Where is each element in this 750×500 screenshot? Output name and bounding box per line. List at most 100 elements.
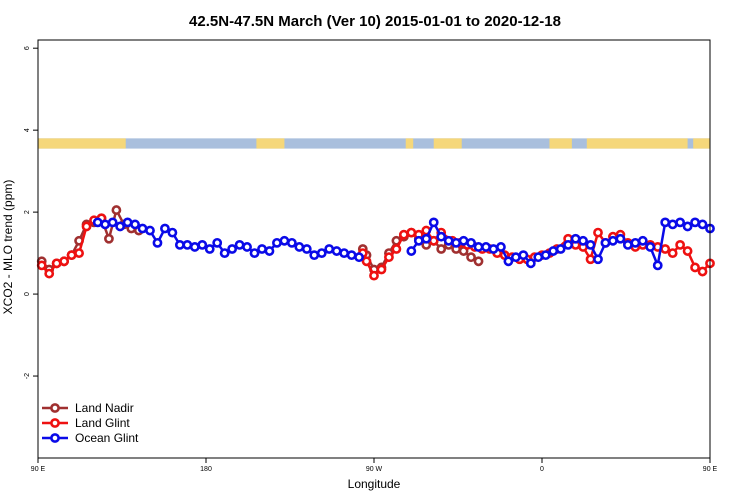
data-point [316,248,327,258]
x-tick-label: 180 [200,466,212,473]
data-point [555,244,566,254]
data-point [354,252,364,263]
data-point [122,217,133,228]
data-point [548,246,559,256]
data-point [74,248,84,258]
data-point [111,205,122,215]
data-point [160,223,170,234]
data-point [44,268,55,279]
data-point [488,244,499,254]
data-point [660,244,671,254]
data-point [645,242,656,252]
data-point [593,227,603,238]
chart-title: 42.5N-47.5N March (Ver 10) 2015-01-01 to… [189,13,561,30]
data-point [413,235,424,246]
legend-swatch-marker [50,418,60,428]
data-point [525,258,536,269]
x-tick-label: 90 W [366,466,383,473]
data-point [473,256,484,267]
data-point [204,244,215,254]
x-tick-label: 0 [540,466,544,473]
data-point [481,242,491,252]
data-point [436,244,447,254]
data-point [503,256,514,267]
data-point [690,262,700,273]
data-point [234,240,245,250]
data-point [107,217,118,228]
data-point [518,250,529,261]
data-point [346,250,357,261]
data-point [630,237,641,248]
data-point [376,264,387,275]
data-point [100,219,111,230]
series-layer [36,205,715,281]
data-point [682,221,693,232]
data-point [451,237,462,248]
data-point [697,219,708,230]
data-point [227,244,238,254]
data-point [406,227,417,238]
data-point [36,260,47,271]
data-point [667,248,678,258]
ocean-band [38,138,710,149]
data-point [279,235,290,246]
data-point [361,256,372,267]
data-point [309,250,320,261]
data-point [421,233,432,244]
data-point [585,254,596,265]
data-point [682,246,693,256]
land-band [693,138,710,149]
data-point [384,252,394,263]
data-point [242,242,252,252]
data-point [690,217,700,228]
data-point [59,256,70,267]
data-point [428,217,439,228]
data-point [458,235,469,246]
legend-item: Ocean Glint [42,431,139,445]
data-point [212,237,223,248]
land-ocean-strip [38,138,710,149]
data-point [652,260,663,271]
legend-swatch-marker [50,403,60,413]
data-point [436,231,447,242]
data-point [339,248,350,258]
data-point [443,235,454,246]
y-tick-label: 6 [24,46,31,50]
data-point [249,248,260,258]
land-band [256,138,285,149]
land-band [586,138,688,149]
data-point [585,240,596,250]
data-point [593,254,603,265]
data-point [496,242,506,252]
data-point [331,246,342,256]
legend-item: Land Glint [42,416,130,430]
data-point [272,237,282,248]
data-point [286,237,297,248]
data-point [540,250,551,261]
data-point [219,248,230,258]
data-point [570,233,581,244]
y-axis: -2 0 2 4 6 [24,46,38,379]
land-band [405,138,414,149]
data-point [92,217,103,228]
data-point [104,233,114,244]
data-point [324,244,335,254]
data-point [174,240,185,250]
data-point [145,225,155,236]
data-point [189,242,200,252]
data-point [675,217,686,228]
data-point [428,235,439,246]
legend-label: Land Glint [75,416,130,430]
data-point [533,252,544,263]
land-band [38,138,126,149]
data-point [473,242,484,252]
data-point [294,242,305,252]
data-point [66,250,77,261]
data-point [182,240,193,250]
land-band [549,138,572,149]
data-point [391,244,402,254]
data-point [578,235,588,246]
data-point [406,246,417,256]
